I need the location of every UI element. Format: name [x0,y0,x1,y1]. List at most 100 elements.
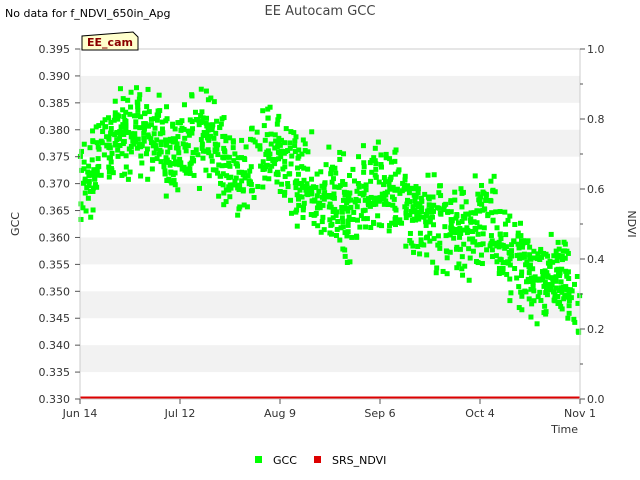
gcc-point [535,294,541,300]
gcc-point [200,148,206,154]
gcc-point [419,198,425,204]
gcc-point [198,86,204,92]
gcc-point [543,311,549,317]
gcc-point [334,233,340,239]
gcc-point [156,92,162,98]
gcc-point [410,204,416,210]
gcc-point [507,262,513,268]
gcc-point [375,213,381,219]
gcc-point [347,259,353,265]
gcc-point [215,170,221,176]
gcc-point [262,164,268,170]
gcc-point [148,139,154,145]
gcc-point [87,145,93,151]
gcc-point [547,263,553,269]
gcc-point [125,97,131,103]
gcc-point [89,157,95,163]
gcc-point [403,210,409,216]
gcc-point [458,230,464,236]
gcc-point [221,148,227,154]
gcc-point [276,138,282,144]
gcc-point [304,191,310,197]
gcc-point [91,167,97,173]
x-axis-label-time: Time [550,423,578,436]
gcc-point [206,137,212,143]
gcc-point [94,167,100,173]
gcc-point [268,131,274,137]
gcc-point [566,297,572,303]
gcc-point [447,249,453,255]
gcc-point [340,224,346,230]
gcc-point [417,202,423,208]
gcc-point [478,182,484,188]
gcc-point [348,204,354,210]
gcc-point [417,230,423,236]
gcc-point [516,284,522,290]
gcc-point [109,150,115,156]
gcc-point [498,242,504,248]
gcc-point [82,176,88,182]
gcc-point [344,200,350,206]
legend-gcc-label: GCC [273,454,297,467]
gcc-point [107,145,113,151]
gcc-point [408,240,414,246]
gcc-point [185,128,191,134]
gcc-point [441,202,447,208]
gcc-point [363,187,369,193]
gcc-point [361,164,367,170]
gcc-point [341,151,347,157]
gcc-point [260,159,266,165]
gcc-point [189,93,195,99]
gcc-point [175,134,181,140]
gcc-point [292,143,298,149]
legend-ndvi-swatch [314,456,321,463]
gcc-point [237,204,243,210]
y2-tick-label: 0.6 [587,183,605,196]
gcc-point [135,136,141,142]
gcc-point [542,268,548,274]
gcc-point [80,205,86,211]
gcc-point [287,140,293,146]
gcc-point [170,139,176,145]
gcc-point [425,194,431,200]
gcc-point [423,219,429,225]
gcc-point [437,245,443,251]
gcc-point [484,247,490,253]
gcc-point [264,132,270,138]
gcc-point [344,233,350,239]
gcc-point [518,289,524,295]
gcc-point [393,207,399,213]
gcc-point [519,293,525,299]
gcc-point [187,161,193,167]
gcc-point [218,180,224,186]
gcc-point [414,212,420,218]
gcc-point [460,189,466,195]
gcc-point [371,220,377,226]
gcc-point [407,237,413,243]
gcc-point [406,190,412,196]
grid-band [80,291,580,319]
gcc-point [90,188,96,194]
gcc-point [509,242,515,248]
gcc-point [564,273,570,279]
gcc-point [78,201,84,207]
gcc-point [418,195,424,201]
gcc-point [311,220,317,226]
y2-tick-label: 1.0 [587,43,605,56]
gcc-point [498,257,504,263]
gcc-point [135,107,141,113]
gcc-point [309,129,315,135]
y2-tick-label: 0.4 [587,253,605,266]
gcc-point [365,196,371,202]
gcc-point [181,165,187,171]
gcc-point [427,238,433,244]
gcc-point [491,173,497,179]
gcc-point [217,125,223,131]
gcc-point [150,157,156,163]
gcc-point [345,229,351,235]
gcc-point [158,159,164,165]
gcc-point [185,143,191,149]
gcc-point [133,119,139,125]
gcc-point [294,192,300,198]
